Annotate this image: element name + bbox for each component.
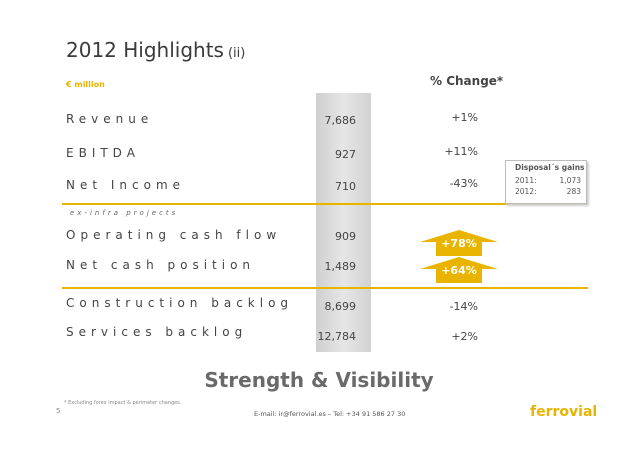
row-label-operating-cash-flow: Operating cash flow [66, 228, 282, 242]
ferrovial-logo: ferrovial [530, 404, 598, 420]
arrow-up-icon [420, 257, 498, 283]
row-value-net-income: 710 [335, 180, 356, 193]
disposal-value: 283 [566, 187, 581, 196]
disposal-gains-box: Disposal´s gains 2011: 1,073 2012: 283 [505, 160, 587, 204]
row-change-services-backlog: +2% [451, 330, 478, 343]
arrow-up-icon [420, 230, 498, 256]
row-label-services-backlog: Services backlog [66, 325, 248, 339]
title-subtitle: (ii) [227, 46, 246, 61]
page-number: 5 [56, 407, 61, 415]
separator-top [62, 203, 588, 205]
row-label-net-income: Net Income [66, 178, 186, 192]
tagline: Strength & Visibility [204, 368, 434, 392]
disposal-value: 1,073 [559, 176, 581, 185]
row-change-construction-backlog: -14% [449, 300, 478, 313]
slide-title: 2012 Highlights (ii) [66, 38, 245, 62]
row-label-revenue: Revenue [66, 112, 154, 126]
row-value-services-backlog: 12,784 [317, 330, 357, 343]
row-label-net-cash-position: Net cash position [66, 258, 256, 272]
unit-label: € million [66, 80, 105, 89]
separator-bottom [62, 287, 588, 289]
row-value-net-cash-position: 1,489 [324, 260, 357, 273]
row-change-revenue: +1% [451, 111, 478, 124]
ex-infra-label: ex-infra projects [70, 209, 179, 217]
row-value-ebitda: 927 [335, 148, 356, 161]
change-header: % Change* [430, 74, 504, 88]
value-column-bar [316, 93, 371, 352]
footnote: * Excluding forex impact & perimeter cha… [64, 400, 182, 406]
row-change-operating-cash-flow: +78% [441, 237, 477, 250]
row-value-revenue: 7,686 [324, 114, 357, 127]
row-label-ebitda: EBITDA [66, 146, 140, 160]
disposal-title: Disposal´s gains [515, 163, 585, 172]
row-value-operating-cash-flow: 909 [335, 230, 356, 243]
disposal-year: 2012: [515, 187, 537, 196]
title-text: 2012 Highlights [66, 38, 224, 62]
row-value-construction-backlog: 8,699 [324, 300, 357, 313]
contact-info: E-mail: ir@ferrovial.es – Tel: +34 91 58… [254, 410, 406, 418]
row-change-ebitda: +11% [444, 145, 478, 158]
row-label-construction-backlog: Construction backlog [66, 296, 294, 310]
disposal-year: 2011: [515, 176, 537, 185]
row-change-net-cash-position: +64% [441, 264, 477, 277]
row-change-net-income: -43% [449, 177, 478, 190]
